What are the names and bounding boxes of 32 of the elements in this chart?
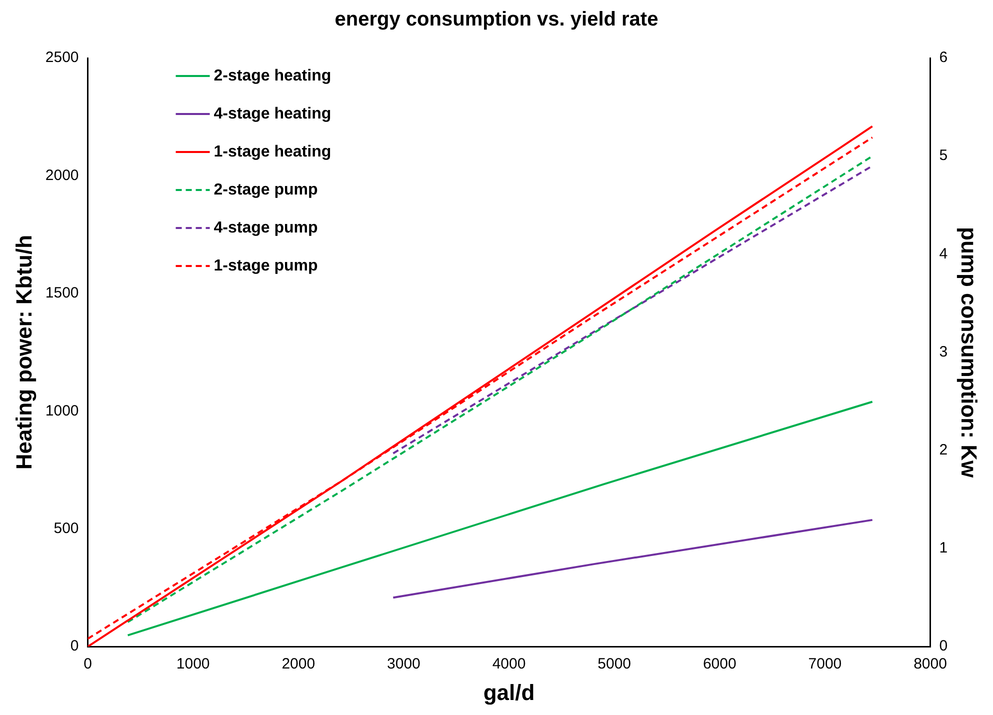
y-tick-label: 1500 [45, 284, 79, 302]
y-tick-label: 2500 [45, 49, 79, 66]
legend-label: 4-stage heating [214, 105, 332, 122]
y2-tick-label: 1 [939, 540, 948, 557]
chart-title: energy consumption vs. yield rate [334, 8, 658, 31]
y-tick-label: 1000 [45, 402, 79, 420]
y2-tick-label: 5 [939, 147, 948, 164]
y2-axis-title: pump consumption: Kw [956, 227, 982, 478]
x-tick-label: 8000 [914, 656, 947, 673]
x-tick-label: 0 [84, 656, 92, 673]
x-tick-label: 2000 [282, 656, 316, 673]
y-tick-label: 0 [70, 638, 79, 655]
y2-tick-label: 6 [939, 49, 948, 66]
x-tick-label: 3000 [387, 656, 420, 673]
y2-tick-label: 4 [939, 245, 948, 262]
legend-label: 2-stage heating [214, 67, 332, 84]
y2-tick-label: 3 [939, 343, 948, 360]
y-axis-title: Heating power: Kbtu/h [11, 234, 36, 470]
legend-label: 4-stage pump [214, 219, 318, 236]
x-tick-label: 6000 [702, 656, 736, 673]
x-tick-label: 4000 [492, 656, 526, 673]
y2-tick-label: 2 [939, 442, 948, 459]
x-axis-title: gal/d [483, 680, 535, 705]
x-tick-label: 7000 [808, 656, 842, 673]
legend-label: 1-stage pump [214, 257, 318, 274]
x-tick-label: 5000 [598, 656, 632, 673]
x-tick-label: 1000 [176, 656, 210, 673]
y-tick-label: 2000 [45, 166, 79, 184]
legend-label: 1-stage heating [214, 143, 332, 160]
legend-label: 2-stage pump [214, 181, 318, 198]
y-tick-label: 500 [54, 520, 79, 538]
y2-tick-label: 0 [939, 638, 948, 655]
